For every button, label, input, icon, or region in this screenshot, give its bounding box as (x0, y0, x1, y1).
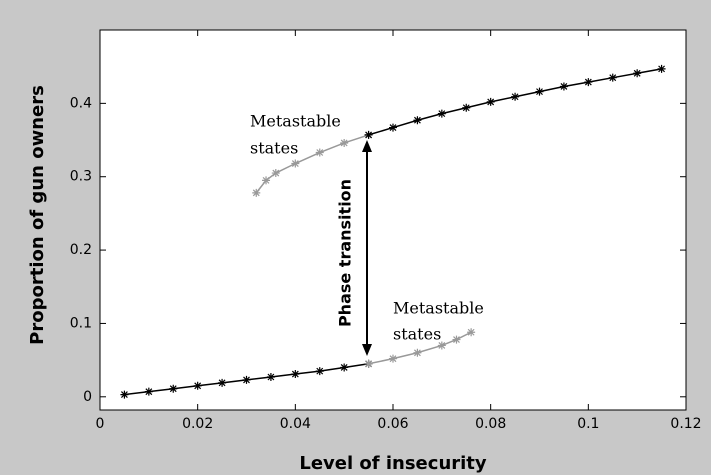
arrow-head (362, 344, 372, 356)
x-tick-label: 0.08 (475, 416, 506, 432)
star-marker (633, 69, 642, 78)
star-marker (291, 159, 300, 168)
star-marker (169, 384, 178, 393)
x-tick-label: 0 (96, 416, 105, 432)
x-tick-label: 0.12 (670, 416, 701, 432)
star-marker (242, 375, 251, 384)
star-marker (120, 390, 129, 399)
star-marker (291, 370, 300, 379)
star-marker (452, 335, 461, 344)
x-tick-label: 0.02 (182, 416, 213, 432)
x-tick-label: 0.1 (577, 416, 599, 432)
star-marker (535, 87, 544, 96)
star-marker (559, 82, 568, 91)
annotation: states (393, 325, 441, 344)
star-marker (389, 123, 397, 132)
star-marker (262, 176, 271, 185)
star-marker (437, 109, 446, 118)
y-tick-label: 0 (83, 389, 92, 405)
star-marker (657, 64, 666, 73)
annotation: Metastable (393, 299, 484, 318)
star-marker (315, 148, 324, 157)
star-marker (364, 130, 373, 139)
star-marker (389, 354, 397, 363)
y-tick-label: 0.3 (70, 169, 92, 185)
star-marker (144, 387, 153, 396)
plot-area (99, 29, 687, 411)
star-marker (340, 363, 349, 372)
star-marker (467, 328, 476, 337)
star-marker (584, 78, 593, 87)
y-tick-label: 0.4 (70, 95, 92, 111)
arrow-head (362, 140, 372, 152)
star-marker (252, 188, 261, 197)
star-marker (413, 348, 422, 357)
star-marker (266, 372, 275, 381)
annotation: Metastable (250, 112, 341, 131)
star-marker (193, 381, 202, 390)
star-marker (608, 73, 617, 82)
star-marker (271, 169, 280, 178)
y-axis-label: Proportion of gun owners (27, 85, 48, 345)
series-line (368, 331, 472, 365)
star-marker (218, 378, 227, 387)
star-marker (511, 92, 520, 101)
star-marker (437, 341, 446, 350)
x-axis-label: Level of insecurity (299, 453, 487, 474)
star-marker (462, 103, 471, 112)
x-tick-label: 0.06 (377, 416, 408, 432)
star-marker (486, 97, 495, 106)
star-marker (364, 359, 373, 368)
x-tick-label: 0.04 (280, 416, 311, 432)
annotation: Phase transition (336, 179, 355, 327)
annotation: states (250, 139, 298, 158)
y-tick-label: 0.1 (70, 315, 92, 331)
star-marker (315, 367, 324, 376)
star-marker (413, 116, 422, 125)
y-tick-label: 0.2 (70, 242, 92, 258)
star-marker (340, 138, 349, 147)
